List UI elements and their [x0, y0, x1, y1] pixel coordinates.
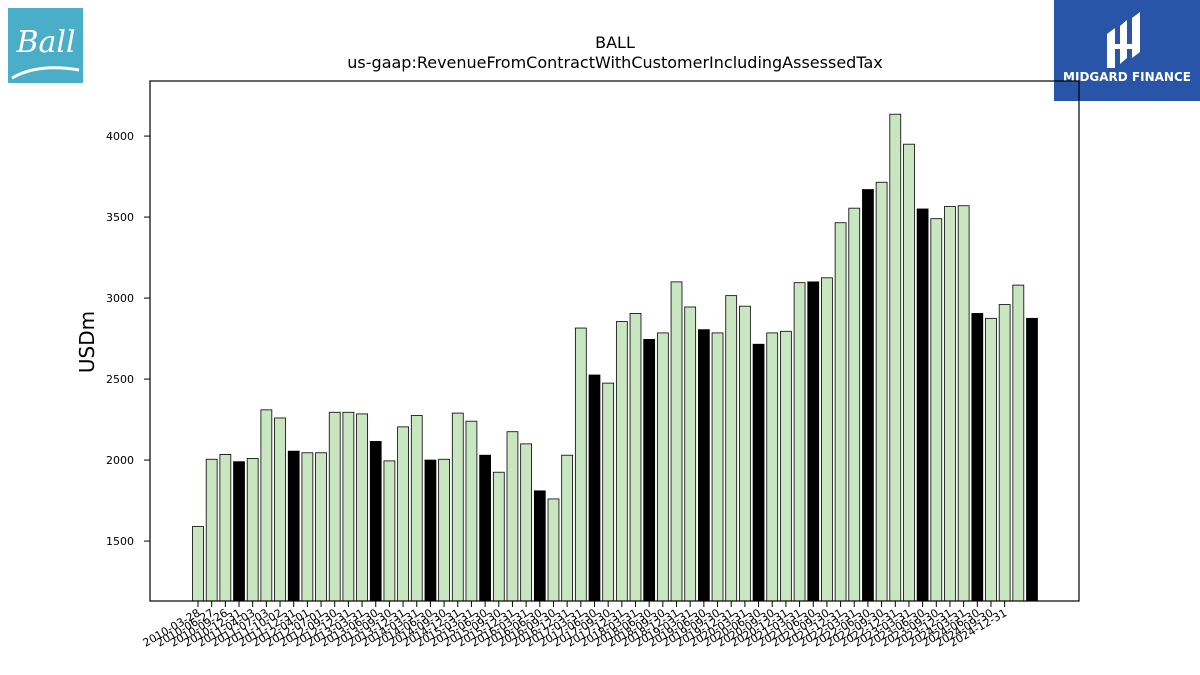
bar-2019-03-31 [684, 306, 697, 602]
bar-2018-03-31 [629, 313, 642, 602]
bar-2011-10-02 [274, 417, 286, 602]
bar-2013-09-30 [383, 460, 396, 602]
bar-2017-06-30 [588, 374, 601, 602]
y-axis: 1500 2000 2500 3000 3500 4000 [106, 130, 150, 548]
bar-2020-09-30 [766, 332, 779, 602]
bar-2017-12-31 [615, 321, 628, 602]
bar-2024-03-31 [957, 205, 970, 602]
bar-2012-04-01 [301, 452, 314, 602]
bar-2018-12-31 [670, 281, 683, 602]
bar-2016-09-30 [547, 498, 560, 602]
bar-undefined [1012, 284, 1025, 602]
bar-2020-12-31 [780, 330, 792, 602]
bar-2021-06-30 [807, 281, 820, 602]
midgard-logo-text: MIDGARD FINANCE [1063, 70, 1191, 84]
bar-2016-03-31 [520, 443, 532, 602]
bar-2023-03-31 [903, 143, 915, 602]
bar-2010-12-31 [233, 461, 245, 602]
bar-2021-12-31 [834, 222, 847, 602]
bar-2017-09-30 [602, 382, 615, 602]
bar-2011-04-03 [246, 458, 259, 602]
y-axis-label: USDm [75, 311, 99, 373]
bar-2012-07-01 [315, 452, 327, 602]
bar-2024-12-31 [998, 304, 1011, 602]
bar-2021-09-30 [821, 277, 833, 602]
bar-2022-03-31 [848, 207, 861, 602]
y-tick-label-3500: 3500 [106, 211, 134, 224]
y-tick-label-2500: 2500 [106, 373, 134, 386]
bar-2022-06-30 [862, 189, 874, 602]
bar-2012-12-31 [342, 411, 355, 602]
bar-2018-09-30 [656, 332, 669, 602]
y-tick-label-1500: 1500 [106, 535, 134, 548]
bar-2019-06-30 [698, 329, 710, 602]
bar-2023-06-30 [916, 208, 929, 602]
bar-2016-06-30 [533, 490, 546, 602]
midgard-finance-logo: MIDGARD FINANCE [1054, 0, 1200, 101]
bar-2022-12-31 [889, 113, 902, 602]
bar-2011-07-03 [260, 409, 273, 602]
bar-2010-06-27 [205, 458, 218, 602]
bar-2015-12-31 [506, 431, 519, 602]
plot-frame [149, 80, 1080, 602]
bar-2023-12-31 [944, 206, 956, 602]
bar-2019-09-30 [711, 332, 724, 602]
bar-2023-09-30 [930, 218, 943, 602]
bar-2014-06-30 [424, 459, 437, 602]
bar-2013-06-30 [369, 441, 382, 602]
bar-2021-03-31 [793, 282, 806, 602]
ball-logo-text: Ball [15, 25, 75, 60]
bar-2012-09-30 [328, 411, 341, 602]
bar-2013-03-31 [356, 413, 368, 602]
bar-undefined [1026, 317, 1038, 602]
bar-2014-12-31 [451, 412, 464, 602]
y-tick-label-3000: 3000 [106, 292, 134, 305]
bar-2014-03-31 [410, 415, 423, 602]
bar-2013-12-31 [397, 426, 409, 602]
x-axis: 2010-03-282010-06-272010-09-262010-12-31… [141, 601, 1009, 650]
chart-subtitle: us-gaap:RevenueFromContractWithCustomerI… [347, 53, 882, 72]
y-tick-label-4000: 4000 [106, 130, 134, 143]
bar-2018-06-30 [643, 338, 656, 602]
bar-2015-03-31 [465, 420, 478, 602]
bar-2014-09-30 [438, 458, 450, 602]
ball-logo-background [8, 8, 83, 83]
bar-2015-06-30 [479, 454, 491, 602]
bar-2016-12-31 [561, 454, 574, 602]
bar-2020-03-31 [739, 305, 751, 602]
chart-title: BALL [595, 33, 635, 52]
bar-2024-09-30 [985, 317, 997, 602]
bar-2020-06-30 [752, 343, 765, 602]
ball-logo: Ball [8, 8, 83, 83]
bars-layer [192, 113, 1038, 602]
bar-2010-03-28 [192, 526, 204, 602]
bar-2017-03-31 [574, 327, 587, 602]
bar-2024-06-30 [971, 313, 984, 602]
bar-2019-12-31 [725, 295, 738, 602]
bar-2011-12-31 [287, 450, 300, 602]
bar-2022-09-30 [875, 181, 888, 602]
bar-2015-09-30 [492, 471, 505, 602]
y-tick-label-2000: 2000 [106, 454, 134, 467]
bar-2010-09-26 [219, 453, 232, 602]
